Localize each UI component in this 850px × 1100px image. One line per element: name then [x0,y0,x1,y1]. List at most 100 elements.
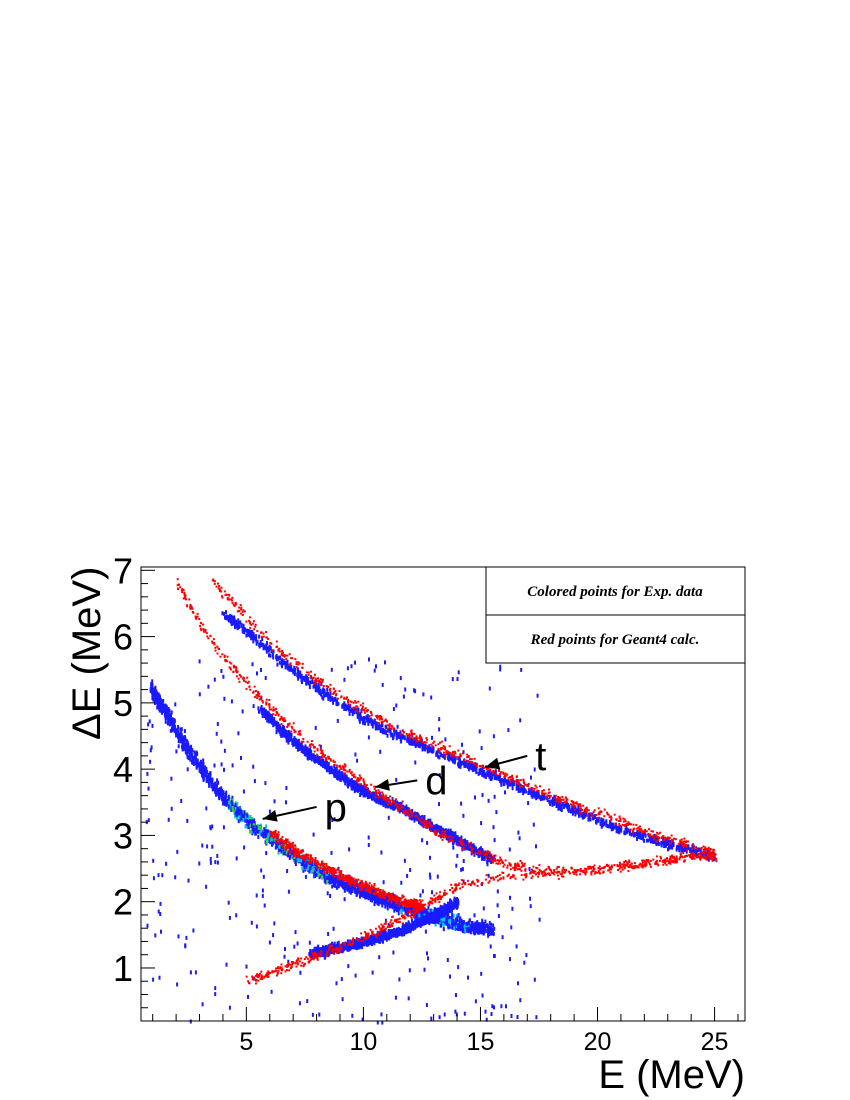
exp-point [271,720,273,725]
exp-point [392,803,395,808]
exp-point [381,727,384,732]
exp-point [416,812,419,816]
exp-point [418,820,420,825]
exp-point [187,747,190,752]
exp-point [420,914,423,919]
exp-point [179,727,182,732]
exp-point [289,846,292,851]
exp-point [278,847,280,852]
exp-point [200,759,202,764]
exp-point [376,897,379,902]
exp-point [314,947,317,952]
exp-point [344,781,347,786]
exp-point [476,925,479,930]
exp-point [171,723,174,727]
exp-point [366,795,369,800]
exp-point [628,831,631,836]
exp-point [553,794,556,799]
exp-point [452,840,455,845]
exp-point [245,633,248,638]
exp-point [627,828,630,833]
exp-point [439,906,442,911]
exp-point [233,810,236,815]
exp-point [556,803,559,807]
exp-point [207,776,210,781]
exp-point [246,822,248,827]
exp-point [336,775,339,780]
exp-point [345,778,348,783]
exp-point [290,733,293,738]
exp-point [196,760,199,765]
exp-point [337,940,340,945]
exp-point [395,903,398,908]
exp-point [388,727,391,732]
exp-point [189,747,192,752]
exp-point [446,913,449,918]
exp-point [238,806,241,811]
exp-point [269,714,271,719]
exp-point [177,739,180,743]
exp-point [439,923,442,928]
exp-point [284,844,286,848]
exp-point [374,897,377,902]
exp-point [594,819,597,824]
exp-point [384,904,387,909]
exp-point [193,750,196,755]
exp-point [450,902,453,907]
exp-point [488,858,491,863]
exp-point [304,863,307,868]
exp-point [274,845,277,850]
exp-point [443,917,446,922]
exp-point [259,825,262,830]
exp-point [351,712,354,717]
exp-point [294,862,297,867]
exp-point [308,869,311,874]
exp-point [406,806,409,811]
exp-point [180,731,183,736]
exp-point [165,712,167,717]
exp-point [411,918,413,923]
exp-point [417,743,420,748]
exp-point [301,745,304,750]
exp-point [358,889,361,894]
exp-point [453,896,456,901]
exp-point [412,927,415,931]
exp-point [313,953,316,958]
exp-point [427,918,430,923]
exp-point [155,700,158,705]
exp-point [636,836,638,841]
exp-point [318,686,321,691]
exp-point [321,760,324,765]
exp-point [262,834,265,838]
exp-point [208,783,211,788]
exp-point [467,921,470,926]
exp-point [471,844,474,849]
exp-point [351,786,354,791]
exp-point [343,772,346,777]
exp-point [335,885,338,890]
exp-point [169,728,172,733]
exp-point [461,921,464,926]
exp-point [222,797,225,802]
exp-point [164,719,167,724]
exp-point [442,908,445,913]
exp-point [448,916,451,920]
exp-point [330,770,332,775]
exp-point [475,928,478,933]
exp-point [310,868,313,873]
exp-point [264,712,267,717]
exp-point [225,802,228,806]
exp-point [466,924,469,929]
exp-point [522,788,525,793]
exp-point [493,854,496,859]
exp-point [490,860,492,864]
exp-point [386,728,389,733]
exp-point [288,856,291,860]
exp-point [486,859,489,864]
exp-point [265,840,268,845]
exp-point [481,928,484,933]
exp-point [452,901,455,906]
exp-point [454,756,457,761]
exp-point [437,907,440,912]
exp-point [326,879,329,884]
